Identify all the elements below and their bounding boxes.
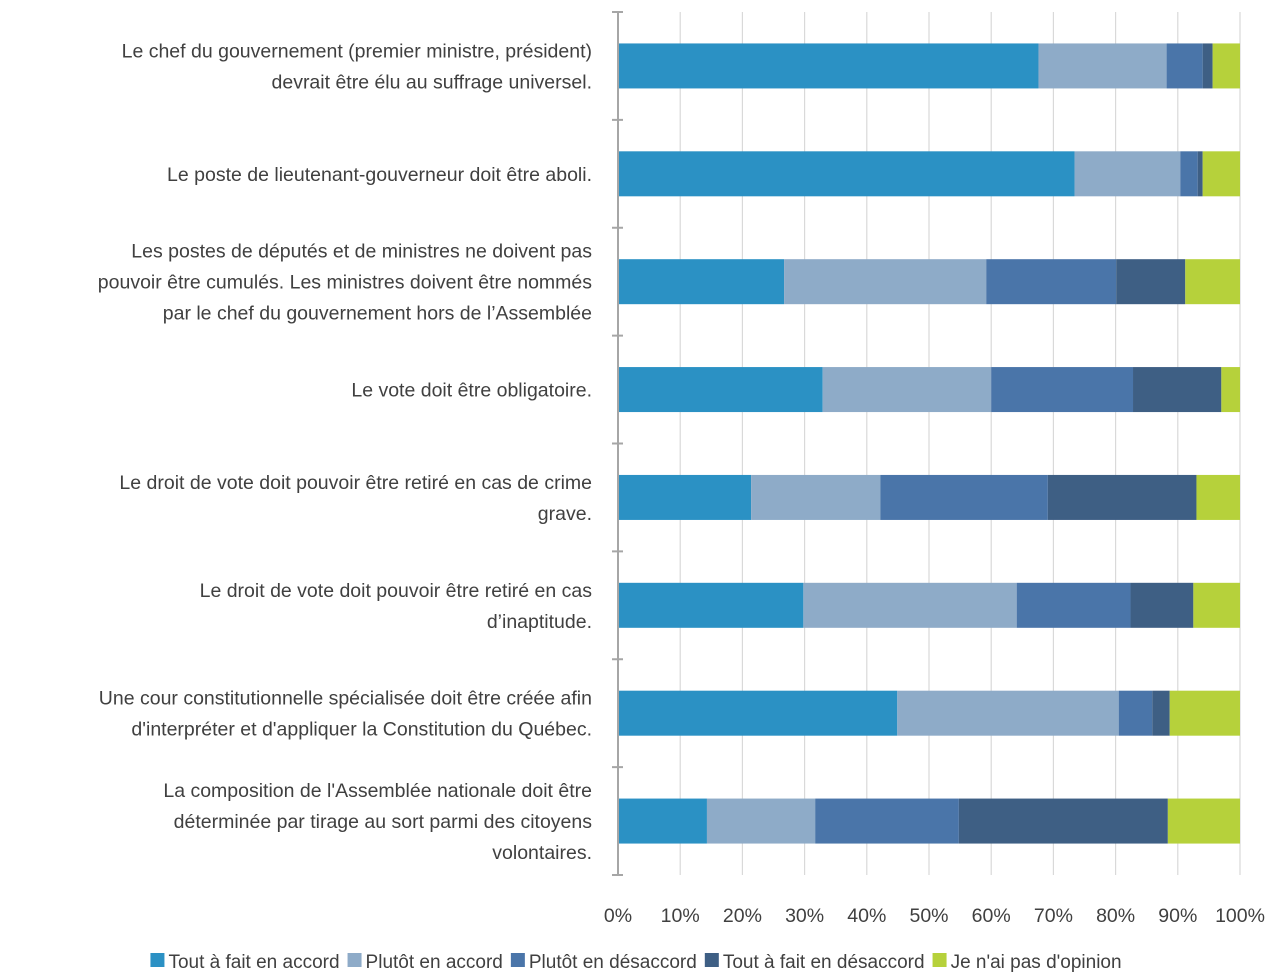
bar-segment (751, 474, 881, 520)
x-tick-label: 100% (1215, 905, 1265, 927)
legend-label: Je n'ai pas d'opinion (951, 952, 1122, 973)
bar-segment (618, 151, 1075, 197)
legend-swatch (347, 953, 362, 967)
category-label: Le chef du gouvernement (premier ministr… (122, 40, 592, 93)
category-label-line: Le chef du gouvernement (premier ministr… (122, 40, 592, 62)
bar-stacks (618, 43, 1240, 844)
bar-segment (618, 690, 898, 736)
bar-segment (815, 798, 959, 844)
category-label-line: d'interpréter et d'appliquer la Constitu… (131, 719, 592, 741)
category-label: Le droit de vote doit pouvoir être retir… (200, 580, 593, 633)
category-label-line: Le vote doit être obligatoire. (351, 380, 592, 402)
bar-segment (1133, 367, 1222, 413)
legend-item: Plutôt en désaccord (510, 952, 697, 973)
legend-item: Tout à fait en désaccord (704, 952, 925, 973)
legend-swatch (150, 953, 165, 967)
legend-label: Tout à fait en désaccord (723, 952, 925, 973)
bar-segment (1185, 259, 1240, 305)
bar-segment (1193, 582, 1240, 628)
category-label: Une cour constitutionnelle spécialisée d… (99, 688, 592, 741)
bar-segment (784, 259, 987, 305)
category-label-line: volontaires. (492, 842, 592, 864)
bar-segment (958, 798, 1168, 844)
bar-segment (803, 582, 1017, 628)
bar-segment (897, 690, 1119, 736)
bar-segment (1074, 151, 1181, 197)
category-label-line: d’inaptitude. (487, 611, 592, 633)
category-label-line: Le droit de vote doit pouvoir être retir… (119, 472, 592, 494)
category-label: Les postes de députés et de ministres ne… (98, 241, 592, 325)
category-label: La composition de l'Assemblée nationale … (163, 780, 592, 864)
bar-segment (1152, 690, 1170, 736)
category-label-line: pouvoir être cumulés. Les ministres doiv… (98, 272, 592, 294)
bar-segment (1047, 474, 1197, 520)
legend-label: Plutôt en désaccord (529, 952, 697, 973)
bar-segment (880, 474, 1048, 520)
bar-segment (1221, 367, 1240, 413)
bar-segment (991, 367, 1134, 413)
bar-segment (1016, 582, 1131, 628)
bar-segment (1212, 43, 1240, 89)
category-label-line: devrait être élu au suffrage universel. (272, 71, 593, 93)
category-axis (612, 11, 623, 876)
x-tick-label: 50% (909, 905, 948, 927)
x-tick-label: 60% (972, 905, 1011, 927)
category-label-line: La composition de l'Assemblée nationale … (163, 780, 592, 802)
bar-segment (618, 367, 823, 413)
category-label-line: Les postes de députés et de ministres ne… (131, 241, 592, 263)
legend-item: Plutôt en accord (347, 952, 503, 973)
bar-segment (1130, 582, 1194, 628)
bar-segment (1116, 259, 1186, 305)
bar-segment (986, 259, 1117, 305)
x-tick-label: 40% (847, 905, 886, 927)
gridlines (679, 12, 1241, 875)
legend-swatch (932, 953, 947, 967)
x-tick-label: 20% (723, 905, 762, 927)
bar-segment (1197, 151, 1203, 197)
legend-swatch (704, 953, 719, 967)
legend-item: Je n'ai pas d'opinion (932, 952, 1122, 973)
x-tick-label: 80% (1096, 905, 1135, 927)
bar-segment (822, 367, 992, 413)
x-axis-tick-labels: 0% 10% 20% 30% 40% 50% 60% 70% 80% 90% 100% (604, 905, 1265, 927)
bar-segment (1202, 43, 1213, 89)
category-label-line: Le poste de lieutenant-gouverneur doit ê… (167, 164, 592, 186)
bar-segment (1202, 151, 1240, 197)
bar-segment (1196, 474, 1240, 520)
category-label: Le vote doit être obligatoire. (351, 380, 592, 402)
category-label: Le poste de lieutenant-gouverneur doit ê… (167, 164, 592, 186)
x-tick-label: 10% (661, 905, 700, 927)
bar-segment (1038, 43, 1167, 89)
legend-swatch (510, 953, 525, 967)
bar-segment (1118, 690, 1153, 736)
bar-segment (706, 798, 816, 844)
category-label-line: déterminée par tirage au sort parmi des … (174, 811, 593, 833)
legend: Tout à fait en accord Plutôt en accord Plu… (150, 952, 1122, 973)
bar-segment (1180, 151, 1198, 197)
legend-label: Plutôt en accord (366, 952, 503, 973)
legend-label: Tout à fait en accord (168, 952, 339, 973)
category-label-line: grave. (538, 503, 592, 525)
category-label: Le droit de vote doit pouvoir être retir… (119, 472, 592, 525)
bar-segment (618, 798, 707, 844)
bar-segment (618, 582, 804, 628)
bar-segment (1167, 798, 1240, 844)
x-tick-label: 70% (1034, 905, 1073, 927)
category-label-line: Une cour constitutionnelle spécialisée d… (99, 688, 592, 710)
x-tick-label: 0% (604, 905, 632, 927)
bar-segment (1169, 690, 1240, 736)
bar-segment (1166, 43, 1203, 89)
x-tick-label: 90% (1158, 905, 1197, 927)
category-label-line: Le droit de vote doit pouvoir être retir… (200, 580, 593, 602)
bar-segment (618, 43, 1039, 89)
bar-segment (618, 474, 752, 520)
bar-segment (618, 259, 785, 305)
category-label-line: par le chef du gouvernement hors de l’As… (163, 303, 592, 325)
legend-item: Tout à fait en accord (150, 952, 340, 973)
x-tick-label: 30% (785, 905, 824, 927)
category-labels: Le chef du gouvernement (premier ministr… (98, 40, 592, 864)
